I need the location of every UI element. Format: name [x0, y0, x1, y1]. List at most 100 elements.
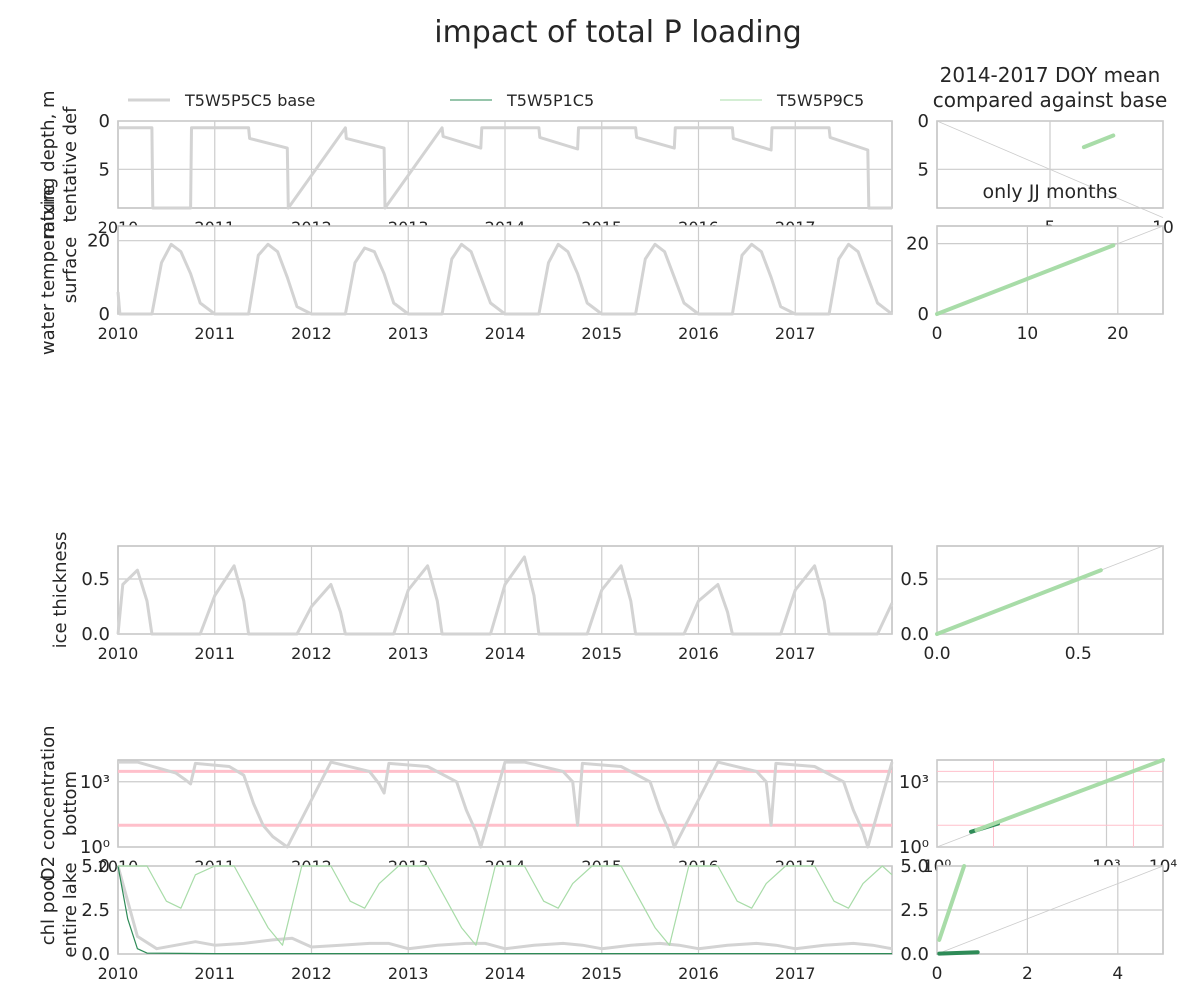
- series-line: [118, 760, 894, 849]
- comparison-panel-3: 10⁰10³10⁴10³10⁰: [899, 758, 1177, 877]
- x-tick-label: 2017: [775, 964, 816, 983]
- x-tick-label: 20: [1107, 324, 1129, 344]
- x-tick-label: 2015: [581, 324, 622, 343]
- one-to-one-line: [936, 120, 1164, 219]
- x-tick-label: 4: [1112, 964, 1123, 984]
- y-tick-label: 2.5: [81, 900, 110, 921]
- y-axis-label: water temperature surface: [38, 185, 81, 355]
- y-tick-label: 0: [99, 111, 110, 132]
- series-line: [117, 865, 892, 955]
- y-tick-label: 20: [87, 231, 110, 252]
- legend-label-base: T5W5P5C5 base: [184, 91, 315, 110]
- y-tick-label: 0.5: [900, 569, 929, 590]
- series-line: [118, 865, 893, 946]
- x-tick-label: 2015: [581, 644, 622, 663]
- y-axis-label: mixing depth, m tentative def: [38, 90, 81, 238]
- legend-label-high: T5W5P9C5: [776, 91, 864, 110]
- y-tick-label: 10³: [899, 772, 929, 793]
- y-tick-label: 0: [918, 304, 929, 325]
- x-tick-label: 2: [1022, 964, 1033, 984]
- figure-title: impact of total P loading: [434, 15, 802, 50]
- x-tick-label: 2013: [388, 644, 429, 663]
- timeseries-panel-4: 2010 2011 2012 2013 2014 2015 2016 2017 0.0 2.5 5.…: [38, 856, 893, 983]
- series-line: [116, 242, 893, 316]
- y-axis-label-line2: bottom: [60, 771, 81, 836]
- y-tick-label: 5: [918, 159, 929, 180]
- comparison-panel-4: 0 2 4 0.0 2.5 5.0: [900, 856, 1164, 984]
- x-tick-label: 2015: [581, 964, 622, 983]
- legend: T5W5P5C5 base T5W5P1C5 T5W5P9C5: [128, 91, 864, 110]
- x-tick-label: 2016: [678, 964, 719, 983]
- timeseries-panel-2: 2010 2011 2012 2013 2014 2015 2016 2017 0.0 0.5 ic…: [50, 532, 894, 663]
- x-tick-label: 2013: [388, 964, 429, 983]
- timeseries-panel-1: 2010 2011 2012 2013 2014 2015 2016 2017 0 20 water…: [38, 185, 893, 355]
- y-axis-label-line1: ice thickness: [50, 532, 71, 649]
- y-axis-label-line2: entire lake: [60, 862, 81, 957]
- series-line: [116, 555, 894, 636]
- x-tick-label: 2014: [485, 964, 526, 983]
- x-tick-label: 0.5: [1065, 644, 1092, 664]
- y-tick-label: 5.0: [900, 856, 929, 877]
- y-tick-label: 5.0: [81, 856, 110, 877]
- x-tick-label: 2012: [291, 324, 332, 343]
- series-line: [118, 126, 892, 210]
- y-axis-label-line1: mixing depth, m: [38, 90, 59, 238]
- x-tick-label: 2012: [291, 964, 332, 983]
- y-axis-label-line1: water temperature: [38, 185, 59, 355]
- legend-label-low: T5W5P1C5: [506, 91, 594, 110]
- y-tick-label: 0.0: [900, 944, 929, 965]
- scatter-series: [937, 950, 980, 956]
- x-tick-label: 2010: [98, 964, 139, 983]
- x-tick-label: 0: [932, 964, 943, 984]
- x-tick-label: 0.0: [923, 644, 950, 664]
- y-axis-label: ice thickness: [50, 532, 71, 649]
- x-tick-label: 2011: [194, 644, 235, 663]
- y-tick-label: 0.0: [900, 624, 929, 645]
- x-tick-label: 2011: [194, 324, 235, 343]
- y-tick-label: 0.0: [81, 624, 110, 645]
- plot-layer: 2010201120122013201420152016201705mixing…: [38, 90, 1177, 984]
- y-tick-label: 10⁰: [899, 837, 929, 858]
- timeseries-panel-0: 2010201120122013201420152016201705mixing…: [38, 90, 893, 239]
- comparison-panel-2: 0.0 0.5 0.0 0.5: [900, 545, 1164, 664]
- y-tick-label: 0.0: [81, 944, 110, 965]
- x-tick-label: 10: [1017, 324, 1039, 344]
- y-axis-label: O2 concentration bottom: [38, 725, 81, 881]
- series-line: [116, 865, 893, 951]
- scatter-series: [937, 864, 967, 942]
- comparison-panel-1: 0 10 20 0 20: [906, 225, 1164, 344]
- y-tick-label: 0.5: [81, 569, 110, 590]
- scatter-series: [935, 568, 1103, 636]
- y-axis-label-line2: tentative def: [60, 106, 81, 223]
- x-tick-label: 2010: [98, 644, 139, 663]
- x-tick-label: 2013: [388, 324, 429, 343]
- scatter-series: [935, 243, 1116, 316]
- y-tick-label: 2.5: [900, 900, 929, 921]
- scatter-series: [974, 758, 1165, 833]
- y-tick-label: 5: [99, 159, 110, 180]
- y-axis-label-line1: O2 concentration: [38, 725, 59, 881]
- x-tick-label: 2012: [291, 644, 332, 663]
- x-tick-label: 0: [932, 324, 943, 344]
- x-tick-label: 2011: [194, 964, 235, 983]
- y-axis-label: chl pool entire lake: [38, 862, 81, 957]
- y-tick-label: 10³: [80, 772, 110, 793]
- right-column-title-line1: 2014-2017 DOY mean: [940, 63, 1161, 87]
- panel-note: only JJ months: [982, 181, 1117, 203]
- y-axis-label-line2: surface: [60, 237, 81, 304]
- x-tick-label: 2014: [485, 324, 526, 343]
- x-tick-label: 2014: [485, 644, 526, 663]
- one-to-one-line: [936, 865, 1164, 955]
- timeseries-panel-3: 2010201120122013201420152016201710³10⁰O2…: [38, 725, 894, 882]
- y-tick-label: 0: [918, 111, 929, 132]
- y-tick-label: 0: [99, 304, 110, 325]
- y-axis-label-line1: chl pool: [38, 875, 59, 945]
- x-tick-label: 2010: [98, 324, 139, 343]
- x-tick-label: 2016: [678, 324, 719, 343]
- scatter-series: [1081, 133, 1116, 150]
- x-tick-label: 2017: [775, 644, 816, 663]
- y-tick-label: 10⁰: [80, 837, 110, 858]
- y-tick-label: 20: [906, 234, 929, 255]
- right-column-title-line2: compared against base: [933, 88, 1168, 112]
